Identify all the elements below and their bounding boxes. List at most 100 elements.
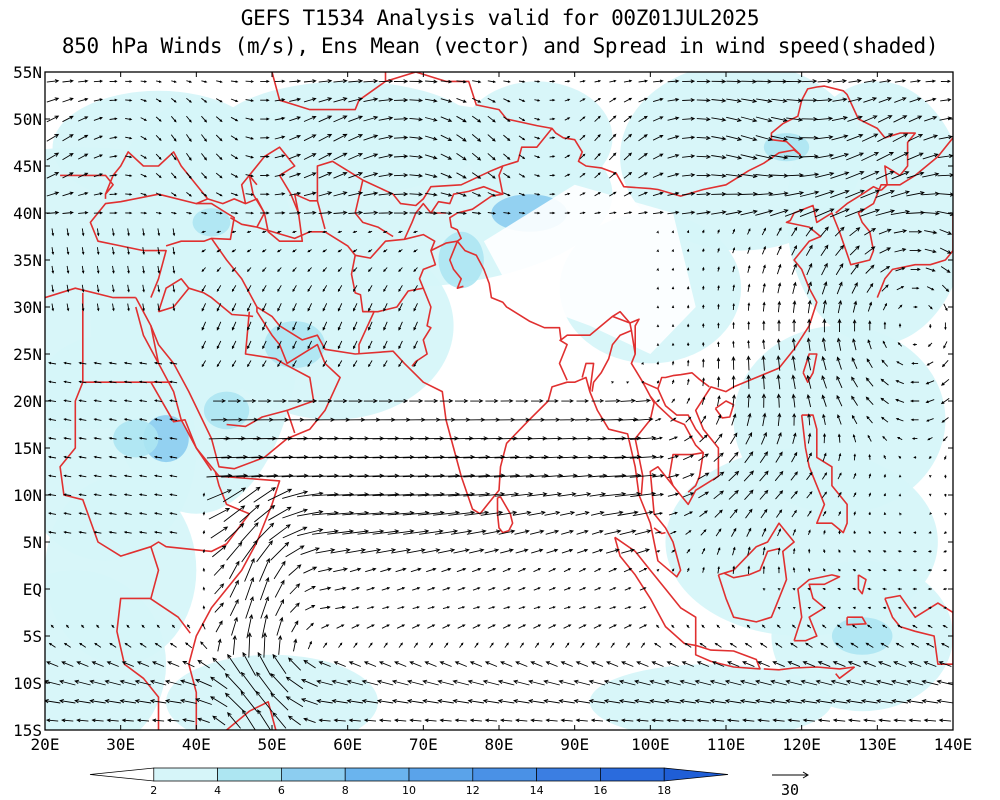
wind-vector — [883, 321, 887, 330]
wind-vector — [187, 624, 191, 629]
wind-vector — [378, 398, 394, 404]
wind-vector — [164, 698, 182, 704]
wind-vector — [456, 153, 467, 161]
wind-vector — [806, 624, 812, 629]
wind-vector — [398, 340, 403, 350]
wind-vector — [62, 97, 74, 103]
wind-vector — [638, 191, 648, 197]
wind-vector — [482, 679, 500, 686]
y-tick-label: 45N — [13, 157, 42, 176]
wind-vector — [791, 226, 798, 237]
red-sea-coast — [135, 306, 160, 364]
wind-vector — [413, 642, 419, 648]
wind-vector — [258, 398, 272, 404]
wind-vector — [775, 490, 784, 500]
wind-vector — [62, 210, 74, 215]
colorbar-label: 18 — [657, 784, 671, 797]
wind-vector — [112, 247, 115, 256]
wind-vector — [652, 134, 664, 141]
wind-vector — [836, 356, 842, 370]
wind-vector — [563, 587, 572, 591]
reference-vector: 30 — [772, 771, 809, 799]
wind-vector — [456, 80, 467, 84]
wind-vector — [671, 248, 675, 252]
colorbar-label: 12 — [466, 784, 480, 797]
wind-vector — [412, 624, 421, 629]
wind-vector — [519, 642, 524, 648]
wind-vector — [456, 134, 467, 142]
wind-vector — [457, 624, 466, 629]
wind-vector — [682, 79, 696, 84]
wind-vector — [417, 454, 445, 460]
wind-vector — [457, 606, 466, 610]
wind-vector — [140, 98, 148, 102]
wind-vector — [545, 529, 560, 535]
wind-vector — [830, 698, 848, 704]
wind-vector — [671, 267, 675, 271]
wind-vector — [852, 434, 857, 443]
wind-vector — [835, 263, 844, 276]
wind-vector — [363, 115, 379, 122]
wind-vector — [832, 78, 848, 84]
wind-vector — [422, 679, 439, 686]
wind-vector — [346, 698, 364, 704]
wind-vector — [167, 661, 180, 667]
wind-vector — [406, 548, 426, 554]
wind-vector — [816, 135, 834, 140]
wind-vector — [184, 642, 193, 649]
wind-vector — [78, 172, 89, 178]
wind-vector — [777, 528, 781, 537]
wind-vector — [943, 550, 947, 553]
wind-vector — [837, 472, 842, 480]
wind-vector — [500, 661, 513, 667]
wind-vector — [138, 530, 147, 534]
wind-vector — [940, 79, 952, 83]
wind-vector — [875, 679, 894, 686]
wind-vector — [740, 154, 758, 160]
wind-vector — [699, 434, 708, 443]
wind-vector — [696, 98, 711, 103]
wind-vector — [472, 97, 482, 103]
border-line — [612, 310, 631, 324]
wind-vector — [186, 115, 192, 123]
wind-vector — [656, 361, 660, 365]
wind-vector — [696, 210, 712, 215]
x-tick-label: 110E — [707, 735, 746, 754]
wind-vector — [153, 361, 163, 365]
wind-vector — [50, 624, 55, 629]
wind-vector — [836, 337, 842, 351]
wind-vector — [821, 375, 827, 389]
wind-vector — [807, 510, 812, 517]
wind-vector — [140, 192, 148, 196]
wind-vector — [277, 285, 282, 292]
wind-vector — [936, 698, 953, 704]
wind-vector — [487, 97, 496, 103]
wind-vector — [51, 265, 55, 274]
wind-vector — [382, 606, 390, 610]
wind-vector — [664, 679, 681, 686]
wind-vector — [652, 191, 664, 197]
wind-vector — [747, 565, 751, 575]
wind-vector — [231, 267, 237, 273]
wind-vector — [353, 340, 358, 350]
wind-vector — [822, 606, 826, 610]
wind-vector — [835, 244, 845, 256]
wind-vector — [108, 380, 117, 384]
wind-vector — [108, 530, 117, 534]
wind-vector — [48, 436, 57, 440]
wind-vector — [714, 642, 722, 648]
colorbar-segment — [408, 767, 474, 782]
wind-vector — [307, 640, 312, 650]
border-line — [558, 339, 568, 381]
wind-vector — [45, 698, 61, 704]
wind-vector — [48, 399, 57, 403]
wind-vector — [800, 135, 819, 141]
wind-vector — [944, 455, 947, 461]
wind-vector — [836, 281, 843, 295]
wind-vector — [348, 115, 364, 123]
wind-vector — [518, 568, 527, 573]
wind-vector — [909, 248, 922, 253]
border-line — [240, 174, 258, 204]
wind-vector — [926, 286, 935, 291]
wind-vector — [709, 698, 727, 704]
